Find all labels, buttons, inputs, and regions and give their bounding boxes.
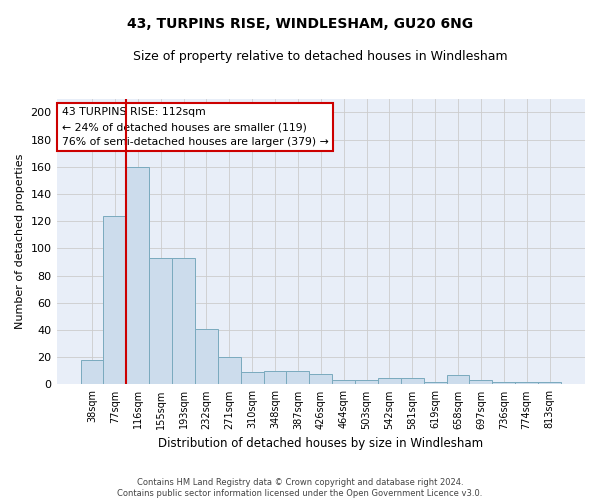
Bar (310, 374, 332, 384)
Title: Size of property relative to detached houses in Windlesham: Size of property relative to detached ho… (133, 50, 508, 63)
Bar (515, 382, 538, 384)
Bar (127, 167, 149, 384)
Bar (378, 378, 401, 384)
X-axis label: Distribution of detached houses by size in Windlesham: Distribution of detached houses by size … (158, 437, 484, 450)
Bar (218, 357, 241, 384)
Bar (286, 371, 310, 384)
Bar (401, 378, 424, 384)
Bar (355, 380, 378, 384)
Bar (424, 382, 446, 384)
Bar (469, 380, 493, 384)
Bar (263, 371, 286, 384)
Bar (241, 372, 263, 384)
Bar (103, 216, 127, 384)
Text: 43 TURPINS RISE: 112sqm
← 24% of detached houses are smaller (119)
76% of semi-d: 43 TURPINS RISE: 112sqm ← 24% of detache… (62, 108, 329, 147)
Bar (172, 258, 195, 384)
Bar (149, 258, 172, 384)
Text: Contains HM Land Registry data © Crown copyright and database right 2024.
Contai: Contains HM Land Registry data © Crown c… (118, 478, 482, 498)
Bar (493, 382, 515, 384)
Bar (332, 380, 355, 384)
Bar (538, 382, 561, 384)
Bar (195, 328, 218, 384)
Bar (446, 375, 469, 384)
Y-axis label: Number of detached properties: Number of detached properties (15, 154, 25, 330)
Text: 43, TURPINS RISE, WINDLESHAM, GU20 6NG: 43, TURPINS RISE, WINDLESHAM, GU20 6NG (127, 18, 473, 32)
Bar (80, 360, 103, 384)
